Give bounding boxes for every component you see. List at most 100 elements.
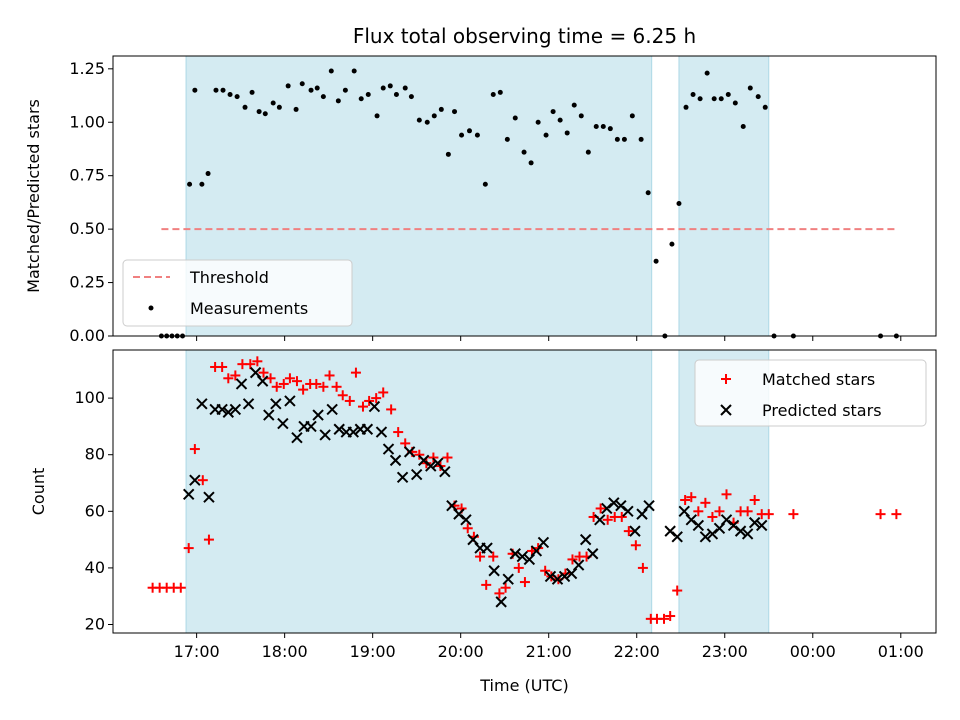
cross-b [410, 468, 423, 481]
predicted-star-point [270, 398, 282, 410]
measurement-point [213, 87, 219, 93]
top-legend-box [122, 259, 353, 327]
predicted-star-point [382, 443, 395, 455]
matched-star-point [659, 613, 670, 624]
measurement-point [512, 115, 518, 121]
cross-b [516, 550, 529, 563]
measurement-point [504, 136, 510, 142]
measurement-point [431, 113, 437, 119]
observing-window-1 [185, 349, 653, 634]
predicted-star-point [622, 505, 634, 518]
legend-measurements-swatch [148, 305, 154, 311]
cross-b [439, 465, 451, 478]
predicted-star-point [558, 570, 571, 583]
matched-star-point [693, 506, 704, 517]
matched-star-point [331, 381, 342, 392]
predicted-star-point [396, 471, 409, 484]
measurement-point [557, 117, 563, 123]
top-y-axis-label: Matched/Predicted stars [24, 99, 43, 293]
predicted-star-point [249, 366, 262, 379]
predicted-stars-points [182, 366, 768, 608]
cross-b [551, 573, 564, 585]
matched-star-point [393, 427, 404, 438]
matched-star-point [203, 534, 214, 545]
legend-plus-marker [721, 374, 731, 384]
cross-b [216, 403, 228, 416]
matched-star-point [788, 509, 799, 520]
measurement-point [270, 100, 276, 106]
predicted-star-point [410, 468, 423, 481]
measurement-point [482, 181, 488, 187]
measurement-point [365, 91, 371, 97]
matched-star-point [245, 359, 256, 370]
cross-b [270, 398, 282, 410]
cross-b [530, 545, 543, 557]
cross-b [594, 514, 606, 526]
cross-b [403, 446, 416, 458]
measurement-point [653, 258, 659, 264]
cross-b [495, 596, 507, 608]
measurement-point [205, 171, 211, 177]
legend-threshold-label: Threshold [189, 268, 269, 287]
measurement-point [234, 94, 240, 100]
measurement-point [614, 136, 620, 142]
cross-b [671, 531, 683, 543]
measurement-point [249, 89, 255, 95]
measurement-point [578, 113, 584, 119]
top-panel: 0.00 0.25 0.50 0.75 1.00 1.25 Flux total obse… [24, 24, 937, 345]
cross-b [326, 403, 338, 416]
predicted-star-point [189, 474, 201, 486]
predicted-star-point [432, 457, 444, 469]
predicted-star-point [495, 596, 507, 608]
cross-b [305, 420, 317, 433]
cross-b [182, 488, 195, 501]
matched-star-point [271, 381, 282, 392]
predicted-star-point [572, 559, 585, 571]
measurement-point [416, 117, 422, 123]
predicted-star-point [312, 409, 324, 421]
cross-b [277, 417, 289, 430]
predicted-star-point [565, 567, 578, 580]
matched-star-point [223, 373, 234, 384]
cross-b [467, 533, 479, 546]
measurement-point [199, 181, 205, 187]
cross-b [558, 570, 571, 583]
measurement-point [335, 98, 341, 104]
matched-star-point [230, 370, 241, 381]
measurement-point [438, 106, 444, 112]
measurement-point [571, 102, 577, 108]
y-tick-label: 40 [85, 558, 105, 577]
x-tick-label: 20:00 [438, 642, 484, 661]
cross-b [368, 400, 381, 413]
matched-star-point [672, 585, 683, 596]
predicted-star-point [333, 423, 345, 435]
cross-b [319, 429, 331, 441]
cross-b [418, 454, 430, 467]
measurement-point [645, 190, 651, 196]
cross-b [643, 499, 655, 512]
matched-star-point [318, 381, 329, 392]
y-tick-label: 80 [85, 445, 105, 464]
cross-b [699, 531, 712, 543]
predicted-star-point [425, 460, 437, 472]
chart-title: Flux total observing time = 6.25 h [353, 24, 696, 48]
x-tick-label: 22:00 [614, 642, 660, 661]
predicted-star-point [544, 570, 557, 583]
cross-b [347, 426, 360, 438]
predicted-star-point [284, 395, 296, 407]
matched-star-point [519, 577, 530, 588]
predicted-star-point [460, 514, 472, 526]
matched-star-point [680, 494, 691, 505]
cross-b [748, 516, 761, 529]
measurement-point [690, 91, 696, 97]
predicted-star-point [361, 423, 374, 435]
measurement-point [387, 83, 393, 89]
predicted-star-point [756, 519, 768, 532]
measurement-point [564, 130, 570, 136]
cross-b [544, 570, 557, 583]
measurement-point [585, 149, 591, 155]
predicted-star-point [222, 406, 235, 418]
measurement-point [629, 113, 635, 119]
predicted-star-point [467, 533, 479, 546]
predicted-star-point [389, 454, 402, 467]
